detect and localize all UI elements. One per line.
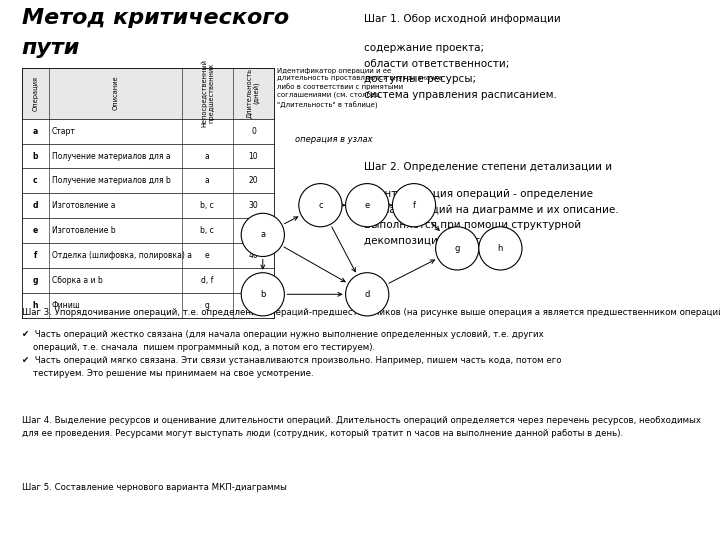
Text: g: g [205,301,210,309]
Bar [22,243,274,268]
Text: Идентификатор операции и ее
длительность проставляются внутри значка
либо в соот: Идентификатор операции и ее длительность… [277,68,443,109]
Text: h: h [498,244,503,253]
Text: Шаг 5. Составление чернового варианта МКП-диаграммы: Шаг 5. Составление чернового варианта МК… [22,483,287,492]
Text: Шаг 4. Выделение ресурсов и оценивание длительности операций. Длительность опера: Шаг 4. Выделение ресурсов и оценивание д… [22,416,701,437]
Text: ✔  Часть операций жестко связана (для начала операции нужно выполнение определен: ✔ Часть операций жестко связана (для нач… [22,330,561,378]
Text: 0: 0 [251,127,256,136]
Text: Непосредственный
предшественник: Непосредственный предшественник [201,59,214,127]
Text: 20: 20 [248,226,258,235]
Ellipse shape [241,213,284,256]
Ellipse shape [392,184,436,227]
Text: Шаг 2. Определение степени детализации и: Шаг 2. Определение степени детализации и [364,162,612,172]
Text: Описание: Описание [112,76,119,111]
Text: Шаг 1. Обор исходной информации: Шаг 1. Обор исходной информации [364,14,560,24]
Text: e: e [205,251,210,260]
Text: Старт: Старт [52,127,76,136]
Ellipse shape [346,273,389,316]
Text: e: e [32,226,38,235]
Text: d: d [32,201,38,210]
Text: c: c [33,177,37,185]
Text: идентификация операций - определение
числа операций на диаграмме и их описание.
: идентификация операций - определение чис… [364,189,618,246]
Ellipse shape [346,184,389,227]
Bar [22,293,274,318]
Text: операция в узлах: операция в узлах [295,135,373,144]
Text: 40: 40 [248,251,258,260]
Bar [22,193,274,218]
Text: Финиш: Финиш [52,301,81,309]
Text: a: a [32,127,38,136]
Text: a: a [205,152,210,160]
Text: 20: 20 [248,177,258,185]
Bar [22,168,274,193]
Text: g: g [32,276,38,285]
Text: b: b [260,290,266,299]
Text: 20: 20 [248,276,258,285]
Text: g: g [454,244,460,253]
Bar [22,268,274,293]
Text: Длительность
(дней): Длительность (дней) [246,68,261,118]
Text: Изготовление a: Изготовление a [52,201,115,210]
Text: Метод критического: Метод критического [22,8,289,28]
Bar [22,144,274,168]
Text: b, c: b, c [200,201,215,210]
Text: e: e [364,201,370,210]
Text: Изготовление b: Изготовление b [52,226,115,235]
Ellipse shape [241,273,284,316]
Bar [22,68,274,119]
Text: Получение материалов для b: Получение материалов для b [52,177,171,185]
Text: b: b [32,152,38,160]
Bar [22,119,274,144]
Text: пути: пути [22,38,80,58]
Text: f: f [34,251,37,260]
Text: Отделка (шлифовка, полировка) a: Отделка (шлифовка, полировка) a [52,251,192,260]
Text: b, c: b, c [200,226,215,235]
Text: 0: 0 [251,301,256,309]
Text: f: f [413,201,415,210]
Ellipse shape [299,184,342,227]
Text: Операция: Операция [32,76,38,111]
Ellipse shape [436,227,479,270]
Ellipse shape [479,227,522,270]
Text: Получение материалов для a: Получение материалов для a [52,152,171,160]
Text: a: a [205,177,210,185]
Text: d, f: d, f [201,276,214,285]
Text: c: c [318,201,323,210]
Text: 10: 10 [248,152,258,160]
Text: содержание проекта;
области ответственности;
доступные ресурсы;
система управлен: содержание проекта; области ответственно… [364,43,557,100]
Text: Сборка a и b: Сборка a и b [52,276,102,285]
Text: h: h [32,301,38,309]
Bar [22,218,274,243]
Text: d: d [364,290,370,299]
Text: a: a [260,231,266,239]
Text: Шаг 3. Упорядочивание операций, т.е. определение операций-предшественников (на р: Шаг 3. Упорядочивание операций, т.е. опр… [22,308,720,317]
Text: 30: 30 [248,201,258,210]
